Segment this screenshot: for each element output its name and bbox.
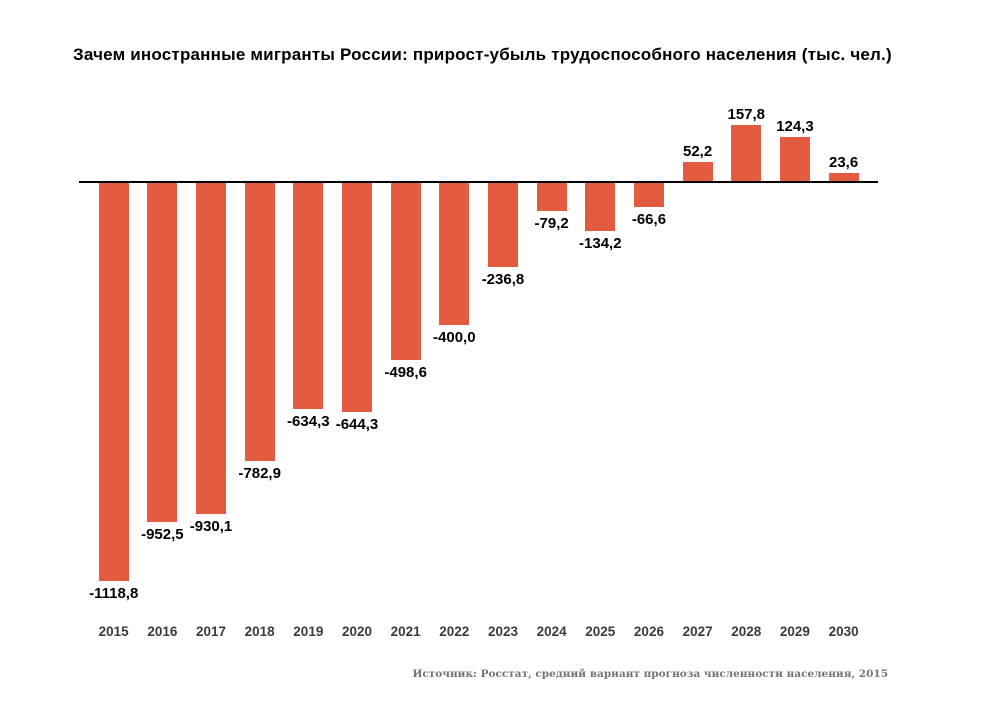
year-label-2027: 2027 bbox=[682, 624, 713, 639]
bar-2023 bbox=[487, 183, 518, 268]
bar-2015 bbox=[98, 183, 129, 581]
year-label-2019: 2019 bbox=[293, 624, 324, 639]
year-label-2016: 2016 bbox=[147, 624, 178, 639]
year-label-2021: 2021 bbox=[390, 624, 421, 639]
bar-2016 bbox=[147, 183, 178, 522]
value-label-2026: -66,6 bbox=[631, 210, 667, 228]
year-label-2023: 2023 bbox=[487, 624, 518, 639]
source-note: Источник: Росстат, средний вариант прогн… bbox=[412, 668, 888, 680]
bar-2020 bbox=[342, 183, 372, 413]
value-label-2022: -400,0 bbox=[433, 329, 476, 347]
year-label-2026: 2026 bbox=[633, 624, 664, 639]
value-label-2021: -498,6 bbox=[384, 364, 427, 382]
value-label-2029: 124,3 bbox=[776, 117, 814, 135]
bar-2017 bbox=[196, 183, 227, 514]
value-label-2024: -79,2 bbox=[534, 215, 569, 233]
year-label-2024: 2024 bbox=[536, 624, 567, 639]
bar-2019 bbox=[293, 183, 324, 409]
bar-2026 bbox=[633, 183, 664, 207]
bar-2027 bbox=[682, 162, 713, 181]
value-label-2027: 52,2 bbox=[683, 143, 713, 161]
year-label-2018: 2018 bbox=[244, 624, 275, 639]
bar-2029 bbox=[779, 136, 810, 181]
year-label-2025: 2025 bbox=[585, 624, 616, 639]
value-label-2019: -634,3 bbox=[287, 412, 330, 430]
year-label-2030: 2030 bbox=[828, 624, 859, 639]
year-label-2015: 2015 bbox=[98, 624, 129, 639]
zero-axis-line bbox=[79, 181, 878, 183]
value-label-2023: -236,8 bbox=[481, 271, 525, 289]
bar-2030 bbox=[828, 172, 859, 181]
year-label-2022: 2022 bbox=[439, 624, 470, 639]
value-label-2028: 157,8 bbox=[727, 105, 766, 123]
year-label-2028: 2028 bbox=[731, 624, 762, 639]
value-label-2018: -782,9 bbox=[238, 465, 281, 483]
value-label-2015: -1118,8 bbox=[89, 584, 139, 602]
bar-2025 bbox=[585, 183, 616, 231]
bar-2024 bbox=[536, 183, 567, 212]
bar-2021 bbox=[390, 183, 421, 361]
value-label-2030: 23,6 bbox=[828, 153, 859, 171]
bar-2018 bbox=[244, 183, 275, 462]
year-label-2029: 2029 bbox=[779, 624, 810, 639]
year-label-2020: 2020 bbox=[341, 624, 373, 639]
chart-title: Зачем иностранные мигранты России: приро… bbox=[73, 45, 892, 64]
bar-2028 bbox=[731, 124, 762, 181]
value-label-2020: -644,3 bbox=[335, 416, 379, 434]
bar-2022 bbox=[439, 183, 470, 326]
value-label-2017: -930,1 bbox=[189, 517, 233, 535]
year-label-2017: 2017 bbox=[195, 624, 227, 639]
value-label-2016: -952,5 bbox=[141, 525, 184, 543]
value-label-2025: -134,2 bbox=[579, 234, 622, 252]
